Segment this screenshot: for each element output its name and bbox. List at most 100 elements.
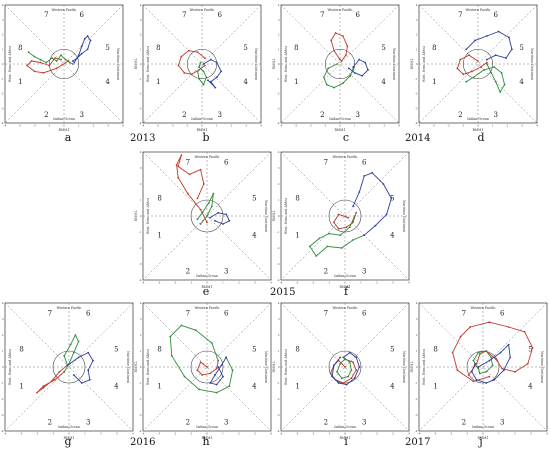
phase-number: 8 (433, 346, 437, 354)
x-tick-label: 3 (107, 124, 109, 128)
y-tick-label: 3 (2, 18, 4, 22)
y-tick-label: 4 (278, 301, 280, 305)
data-point (198, 69, 200, 71)
x-tick-label: 0 (339, 124, 341, 128)
y-tick-label: -2 (277, 92, 280, 96)
x-tick-label: -1 (52, 432, 55, 436)
y-axis-label: RMM2 (272, 59, 276, 70)
x-axis-label: RMM1 (335, 128, 346, 132)
phase-number: 1 (294, 78, 298, 86)
phase-number: 5 (252, 346, 256, 354)
data-point (462, 73, 465, 76)
data-point (220, 70, 223, 73)
data-point (364, 61, 366, 64)
data-point (483, 69, 485, 71)
data-point (206, 221, 208, 224)
y-tick-label: 3 (278, 317, 280, 321)
data-point (199, 223, 202, 225)
y-tick-label: 1 (278, 47, 280, 51)
x-tick-label: -1 (324, 124, 327, 128)
x-tick-label: 4 (122, 124, 124, 128)
series-line-1 (26, 57, 69, 74)
y-tick-label: -4 (139, 429, 142, 433)
x-tick-label: 0 (477, 124, 479, 128)
y-tick-label: -1 (415, 381, 418, 385)
x-tick-label: -1 (48, 124, 51, 128)
y-tick-label: 0 (416, 365, 418, 369)
data-point (169, 335, 172, 338)
series-line-1 (456, 54, 488, 75)
data-point (465, 48, 468, 51)
panel-letter-a: a (65, 131, 72, 144)
y-tick-label: 1 (140, 349, 142, 353)
y-axis-label: RMM2 (134, 59, 138, 70)
data-point (477, 351, 480, 354)
data-point (485, 35, 488, 37)
x-tick-label: 0 (68, 432, 70, 436)
amplitude-one-circle (190, 199, 224, 233)
data-point (345, 54, 347, 57)
y-tick-label: 4 (140, 301, 142, 305)
y-tick-label: 4 (416, 3, 418, 7)
data-point (477, 366, 480, 368)
data-point (196, 369, 199, 372)
x-tick-label: -2 (174, 281, 177, 285)
data-point (485, 382, 488, 384)
data-point (210, 205, 213, 208)
x-tick-label: 2 (514, 432, 516, 436)
phase-number: 3 (500, 419, 504, 427)
data-point (493, 378, 496, 381)
data-point (456, 67, 459, 70)
data-point (344, 366, 346, 368)
x-tick-label: 4 (546, 432, 548, 436)
y-tick-label: 1 (140, 198, 142, 202)
data-point (350, 369, 353, 372)
amplitude-one-circle (52, 350, 86, 384)
y-tick-label: 0 (140, 365, 142, 369)
y-tick-label: -1 (1, 77, 4, 81)
phase-number: 8 (18, 44, 22, 52)
data-point (502, 369, 505, 372)
x-axis-label: RMM1 (202, 285, 213, 289)
data-point (71, 63, 74, 65)
data-point (202, 63, 205, 65)
y-tick-label: -1 (139, 230, 142, 234)
y-tick-label: 3 (278, 18, 280, 22)
phase-number: 1 (295, 232, 299, 240)
data-point (390, 197, 393, 200)
region-label-top: Western Pacific (195, 306, 220, 310)
data-point (501, 367, 504, 370)
data-point (175, 163, 178, 166)
data-point (339, 356, 342, 359)
phase-number: 6 (224, 310, 229, 318)
y-tick-label: 4 (140, 150, 142, 154)
data-point (222, 375, 224, 378)
data-point (523, 330, 526, 333)
y-tick-label: -3 (139, 413, 142, 417)
x-tick-label: 0 (206, 281, 208, 285)
data-point (217, 366, 220, 368)
data-point (485, 370, 488, 373)
y-tick-label: -4 (415, 121, 418, 125)
x-tick-label: -4 (280, 124, 283, 128)
data-point (478, 372, 481, 375)
phase-number: 2 (186, 268, 190, 276)
x-tick-label: -4 (142, 432, 145, 436)
data-point (206, 215, 208, 217)
data-point (207, 202, 210, 205)
data-point (63, 370, 66, 373)
data-point (330, 39, 333, 42)
phase-number: 6 (355, 11, 360, 19)
data-point (180, 55, 183, 58)
panel-letter-i: i (344, 435, 348, 448)
data-point (358, 366, 361, 368)
x-tick-label: -2 (447, 124, 450, 128)
x-tick-label: 2 (376, 281, 378, 285)
data-point (83, 38, 86, 40)
x-axis-label: RMM1 (478, 436, 489, 440)
y-tick-label: -1 (415, 77, 418, 81)
